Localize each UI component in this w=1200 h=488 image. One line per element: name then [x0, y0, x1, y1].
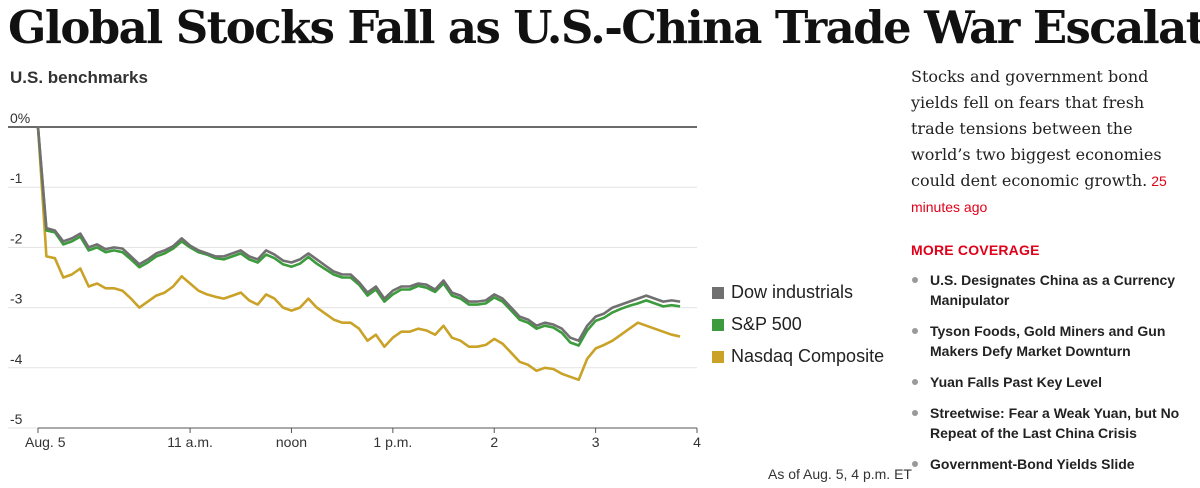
y-tick-label: -1	[10, 170, 23, 186]
coverage-link[interactable]: Streetwise: Fear a Weak Yuan, but No Rep…	[911, 403, 1191, 443]
x-tick-label: 1 p.m.	[373, 434, 412, 450]
x-tick-label: 3	[592, 434, 600, 450]
series-line-dow-industrials	[36, 126, 681, 342]
coverage-link[interactable]: Yuan Falls Past Key Level	[911, 372, 1191, 392]
coverage-link[interactable]: Government-Bond Yields Slide	[911, 454, 1191, 474]
x-tick-label: 2	[490, 434, 498, 450]
series-line-nasdaq-composite	[36, 126, 681, 382]
chart-legend: Dow industrials S&P 500 Nasdaq Composite	[712, 282, 884, 366]
legend-swatch	[712, 351, 724, 363]
y-tick-label: -5	[10, 411, 23, 427]
legend-label: S&P 500	[731, 314, 802, 334]
y-tick-label: -2	[10, 230, 23, 246]
bullet-icon	[912, 328, 918, 334]
bullet-icon	[912, 379, 918, 385]
legend-swatch	[712, 287, 724, 299]
legend-swatch	[712, 319, 724, 331]
coverage-link-text: Tyson Foods, Gold Miners and Gun Makers …	[930, 323, 1166, 359]
x-tick-label: noon	[276, 434, 307, 450]
legend-label: Nasdaq Composite	[731, 346, 884, 366]
coverage-link[interactable]: U.S. Designates China as a Currency Mani…	[911, 270, 1191, 310]
y-tick-label: -4	[10, 351, 23, 367]
line-chart: 0%-1-2-3-4-5 Aug. 5 11 a.m. noon 1 p.m. 2 3 4 …	[8, 110, 884, 450]
as-of-note: As of Aug. 5, 4 p.m. ET	[768, 466, 912, 482]
y-tick-label: 0%	[10, 110, 30, 126]
bullet-icon	[912, 277, 918, 283]
headline: Global Stocks Fall as U.S.-China Trade W…	[8, 1, 1200, 54]
chart-series-lines	[36, 126, 681, 382]
y-axis-ticks: 0% -1 -2 -3 -4 -5	[10, 110, 30, 427]
coverage-link-text: U.S. Designates China as a Currency Mani…	[930, 272, 1176, 308]
x-axis-ticks: Aug. 5 11 a.m. noon 1 p.m. 2 3 4	[25, 427, 701, 450]
coverage-list: U.S. Designates China as a Currency Mani…	[911, 270, 1191, 474]
chart-title: U.S. benchmarks	[10, 68, 148, 87]
x-tick-label: 11 a.m.	[167, 434, 213, 450]
series-line-s-p-500	[36, 126, 681, 347]
bullet-icon	[912, 410, 918, 416]
coverage-link-text: Yuan Falls Past Key Level	[930, 374, 1102, 390]
coverage-link-text: Government-Bond Yields Slide	[930, 456, 1135, 472]
summary-text: Stocks and government bond yields fell o…	[911, 67, 1162, 190]
more-coverage-heading: MORE COVERAGE	[911, 242, 1040, 258]
coverage-link-text: Streetwise: Fear a Weak Yuan, but No Rep…	[930, 405, 1180, 441]
x-tick-label: Aug. 5	[25, 434, 66, 450]
legend-label: Dow industrials	[731, 282, 853, 302]
x-tick-label: 4	[693, 434, 701, 450]
story-summary: Stocks and government bond yields fell o…	[911, 64, 1191, 220]
sidebar: Stocks and government bond yields fell o…	[911, 64, 1191, 485]
y-tick-label: -3	[10, 291, 23, 307]
timestamp: 25 minutes ago	[911, 173, 1167, 215]
coverage-link[interactable]: Tyson Foods, Gold Miners and Gun Makers …	[911, 321, 1191, 361]
bullet-icon	[912, 461, 918, 467]
